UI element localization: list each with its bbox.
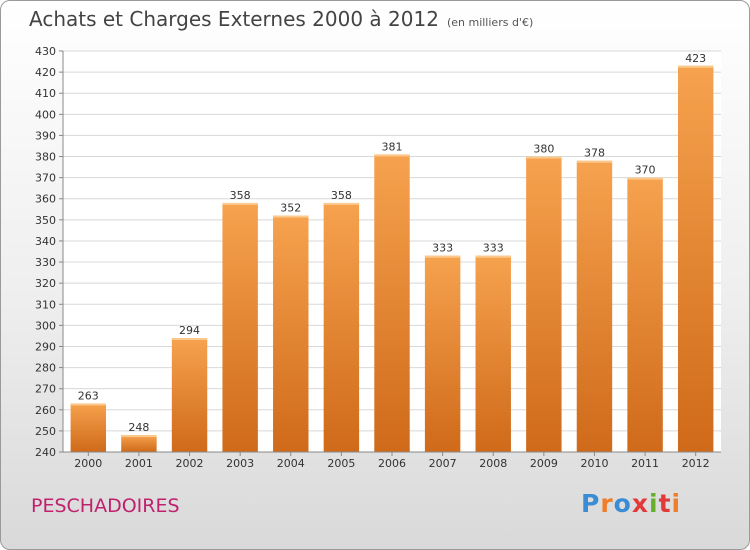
- bar-highlight: [222, 202, 258, 205]
- x-tick-label-2007: 2007: [429, 457, 457, 470]
- y-tick-label: 360: [35, 193, 56, 206]
- y-tick-label: 250: [35, 425, 56, 438]
- bar-highlight: [273, 215, 309, 218]
- y-tick-label: 240: [35, 446, 56, 459]
- data-label-2002: 294: [179, 324, 200, 337]
- bar-highlight: [171, 338, 208, 341]
- logo-letter: o: [613, 489, 632, 518]
- bar-highlight: [576, 160, 613, 163]
- y-tick-label: 390: [35, 129, 56, 142]
- bar-2008: [475, 255, 511, 452]
- data-label-2009: 380: [533, 143, 554, 156]
- logo-letter: i: [649, 489, 659, 518]
- bar-2004: [273, 215, 309, 452]
- bar-2007: [424, 255, 461, 452]
- logo-letter: r: [600, 489, 614, 518]
- y-tick-label: 410: [35, 87, 56, 100]
- bar-2012: [677, 65, 714, 452]
- logo-letter: i: [671, 489, 682, 518]
- x-tick-label-2001: 2001: [125, 457, 153, 470]
- data-label-2008: 333: [483, 242, 504, 255]
- bar-highlight: [70, 403, 107, 406]
- bar-highlight: [424, 255, 461, 258]
- data-label-2006: 381: [382, 140, 403, 153]
- bar-highlight: [374, 154, 410, 157]
- y-tick-label: 380: [35, 151, 56, 164]
- y-tick-label: 330: [35, 256, 56, 269]
- y-tick-label: 260: [35, 404, 56, 417]
- y-tick-label: 310: [35, 298, 56, 311]
- bar-2010: [576, 160, 613, 452]
- bar-highlight: [121, 435, 157, 438]
- y-tick-label: 290: [35, 340, 56, 353]
- y-tick-label: 320: [35, 277, 56, 290]
- bar-highlight: [475, 255, 511, 258]
- bar-2006: [374, 154, 410, 453]
- y-tick-label: 350: [35, 214, 56, 227]
- data-label-2011: 370: [635, 164, 656, 177]
- x-tick-label-2010: 2010: [580, 457, 608, 470]
- data-label-2012: 423: [685, 52, 706, 65]
- chart-subtitle: (en milliers d'€): [446, 16, 534, 29]
- y-tick-label: 270: [35, 383, 56, 396]
- y-tick-label: 300: [35, 319, 56, 332]
- chart-title-text: Achats et Charges Externes 2000 à 2012: [29, 7, 439, 31]
- x-tick-label-2002: 2002: [176, 457, 204, 470]
- data-label-2000: 263: [78, 389, 99, 402]
- y-tick-label: 280: [35, 362, 56, 375]
- data-label-2010: 378: [584, 147, 605, 160]
- x-tick-label-2006: 2006: [378, 457, 406, 470]
- axis-layer: 240 250 260 270 280 290 300 310 320 330 340 350 360 3…: [35, 45, 721, 470]
- logo-letter: t: [658, 489, 672, 518]
- data-label-2003: 358: [230, 189, 251, 202]
- y-tick-label: 430: [35, 45, 56, 58]
- bar-highlight: [627, 177, 663, 180]
- bar-2003: [222, 202, 258, 452]
- x-tick-label-2011: 2011: [631, 457, 659, 470]
- place-name: PESCHADOIRES: [31, 495, 180, 517]
- x-tick-label-2005: 2005: [327, 457, 355, 470]
- bar-highlight: [526, 156, 562, 159]
- x-tick-label-2012: 2012: [682, 457, 710, 470]
- data-label-2005: 358: [331, 189, 352, 202]
- data-label-2001: 248: [128, 421, 149, 434]
- y-tick-label: 340: [35, 235, 56, 248]
- x-tick-label-2008: 2008: [479, 457, 507, 470]
- bar-2001: [121, 435, 157, 452]
- x-tick-label-2004: 2004: [277, 457, 305, 470]
- bar-2002: [171, 338, 208, 452]
- data-label-2007: 333: [432, 242, 453, 255]
- x-tick-label-2003: 2003: [226, 457, 254, 470]
- bar-2005: [323, 202, 360, 452]
- bar-2011: [627, 177, 663, 452]
- bar-2009: [526, 156, 562, 453]
- data-label-2004: 352: [280, 202, 301, 215]
- logo-letter: P: [581, 489, 601, 518]
- x-tick-label-2000: 2000: [74, 457, 102, 470]
- x-tick-label-2009: 2009: [530, 457, 558, 470]
- proxiti-logo: Proxiti: [581, 489, 681, 518]
- bar-2000: [70, 403, 107, 452]
- bar-highlight: [323, 202, 360, 205]
- bar-layer: 263 248 294 358 352 358 381 333 333 380 378 370 423: [70, 52, 714, 453]
- logo-letter: x: [631, 489, 649, 518]
- bar-highlight: [677, 65, 714, 68]
- y-tick-label: 370: [35, 172, 56, 185]
- chart-title: Achats et Charges Externes 2000 à 2012 (e…: [29, 7, 533, 31]
- y-tick-label: 420: [35, 66, 56, 79]
- y-tick-label: 400: [35, 108, 56, 121]
